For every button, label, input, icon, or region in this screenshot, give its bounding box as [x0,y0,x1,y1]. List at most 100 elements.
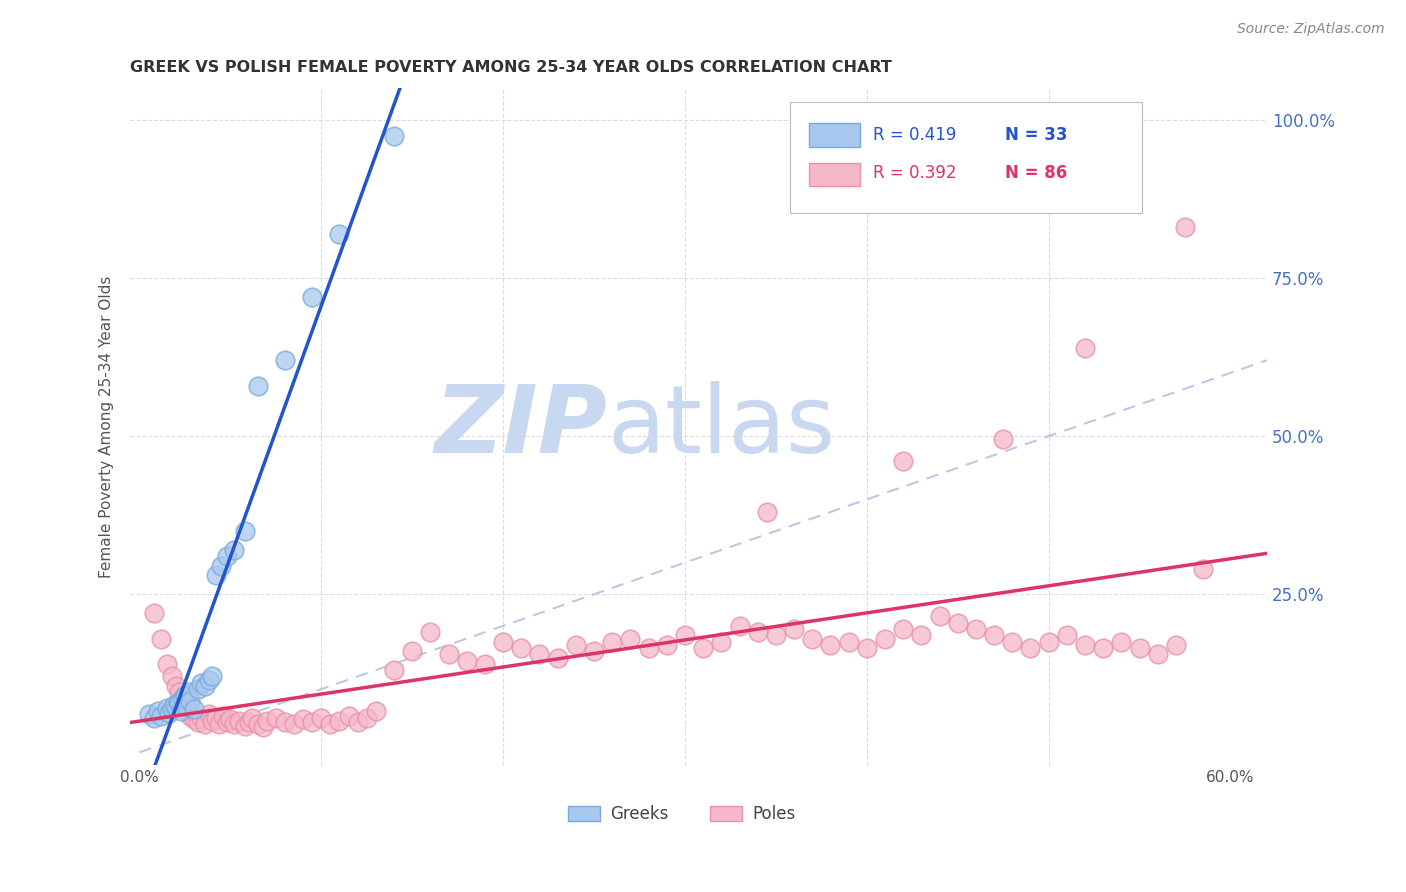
Point [274,353,297,368]
Point [346,714,368,729]
Point [619,632,641,646]
Point [1174,220,1197,235]
Point [1001,634,1024,648]
Text: R = 0.419: R = 0.419 [873,126,956,144]
Point [510,640,533,655]
Point [1056,628,1078,642]
Point [228,714,250,728]
Point [240,710,263,724]
Point [565,638,588,652]
Point [160,702,183,716]
Point [204,710,226,724]
Point [157,706,180,721]
Point [169,685,191,699]
Point [197,707,219,722]
Point [201,714,224,728]
Text: ZIP: ZIP [434,381,607,473]
Point [246,378,269,392]
Point [170,704,193,718]
Point [337,708,360,723]
Point [1164,638,1187,652]
Point [1146,648,1168,662]
Point [146,704,169,718]
Point [382,663,405,677]
Point [187,682,209,697]
Point [728,619,751,633]
Point [747,625,769,640]
Point [983,628,1005,642]
Point [301,714,323,729]
Point [838,634,860,648]
FancyBboxPatch shape [568,806,600,822]
Point [208,717,231,731]
Point [173,698,195,712]
Point [419,625,441,640]
Point [187,714,209,729]
Point [197,673,219,687]
Point [328,227,350,241]
Point [1129,640,1152,655]
Point [474,657,496,671]
FancyBboxPatch shape [808,123,860,147]
Point [311,710,333,724]
Point [183,713,205,727]
Point [190,675,212,690]
Point [233,719,256,733]
Point [319,717,342,731]
Point [637,640,659,655]
Text: N = 86: N = 86 [1005,164,1067,182]
Point [492,634,515,648]
Point [993,432,1015,446]
Point [583,644,606,658]
Point [292,713,315,727]
Point [176,704,198,718]
Point [600,634,623,648]
Point [1111,634,1133,648]
Point [166,695,188,709]
Point [194,679,217,693]
Point [246,717,269,731]
Point [233,524,256,538]
Point [801,632,824,646]
Point [222,717,245,731]
Point [364,704,387,718]
Point [1038,634,1060,648]
Point [172,691,194,706]
Point [179,693,201,707]
Text: Source: ZipAtlas.com: Source: ZipAtlas.com [1237,22,1385,37]
FancyBboxPatch shape [710,806,742,822]
Point [529,648,551,662]
Point [165,679,187,693]
Text: Greeks: Greeks [610,805,668,822]
Point [328,714,350,728]
Point [143,606,166,620]
Text: R = 0.392: R = 0.392 [873,164,956,182]
Point [765,628,787,642]
Point [179,708,201,723]
Y-axis label: Female Poverty Among 25-34 Year Olds: Female Poverty Among 25-34 Year Olds [100,276,114,578]
Point [143,710,166,724]
Text: GREEK VS POLISH FEMALE POVERTY AMONG 25-34 YEAR OLDS CORRELATION CHART: GREEK VS POLISH FEMALE POVERTY AMONG 25-… [131,60,893,75]
Point [437,648,460,662]
Point [190,710,212,724]
Point [150,708,173,723]
Point [1092,640,1115,655]
Point [215,549,238,564]
Point [201,669,224,683]
Point [928,609,950,624]
Point [176,699,198,714]
Point [1074,341,1097,355]
Point [1074,638,1097,652]
Point [274,714,297,729]
Point [160,669,183,683]
Point [194,717,217,731]
Point [252,720,274,734]
Text: Poles: Poles [752,805,796,822]
Point [138,707,160,722]
Point [156,701,179,715]
Point [219,713,242,727]
FancyBboxPatch shape [790,102,1142,213]
Point [891,622,914,636]
Point [356,710,378,724]
Point [165,699,187,714]
